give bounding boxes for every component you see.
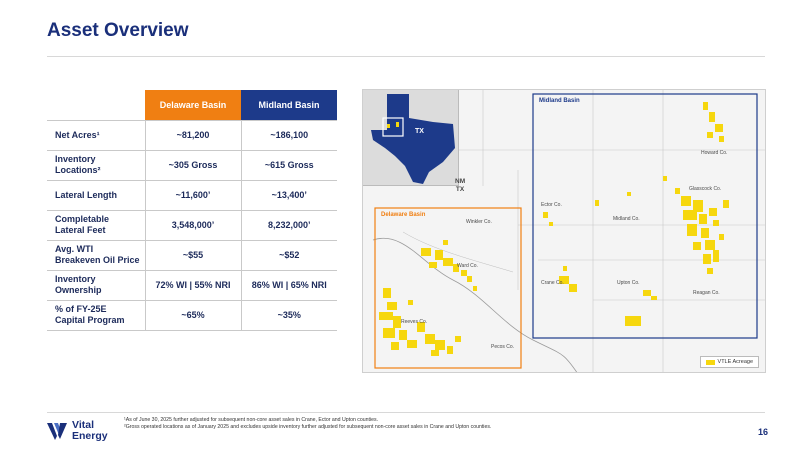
delaware-value: ~$55	[144, 240, 242, 271]
county-midland: Midland Co.	[613, 216, 640, 222]
delaware-basin-label: Delaware Basin	[381, 212, 426, 218]
tx-label: TX	[455, 186, 465, 193]
county-upton: Upton Co.	[617, 280, 640, 286]
county-reeves: Reeves Co.	[401, 319, 428, 325]
midland-value: 86% WI | 65% NRI	[241, 270, 337, 301]
footnotes: ¹As of June 30, 2025 further adjusted fo…	[124, 417, 724, 431]
texas-shape	[371, 94, 455, 184]
delaware-value: ~305 Gross	[144, 150, 242, 181]
county-pecos: Pecos Co.	[491, 344, 515, 350]
delaware-value: 72% WI | 55% NRI	[144, 270, 242, 301]
midland-value: ~13,400’	[241, 180, 337, 211]
table-header-row: Delaware Basin Midland Basin	[47, 90, 337, 121]
logo-wordmark: Vital Energy	[72, 419, 108, 442]
midland-value: ~615 Gross	[241, 150, 337, 181]
inset-tx-label: TX	[415, 128, 424, 135]
county-reagan: Reagan Co.	[693, 290, 720, 296]
table-row: Inventory Locations² ~305 Gross ~615 Gros…	[47, 150, 337, 181]
delaware-value: ~11,600’	[144, 180, 242, 211]
delaware-value: ~81,200	[144, 120, 242, 151]
vital-energy-logo-icon	[47, 423, 67, 440]
table-row: Net Acres¹ ~81,200 ~186,100	[47, 120, 337, 151]
delaware-value: 3,548,000’	[144, 210, 242, 241]
table-row: % of FY-25E Capital Program ~65% ~35%	[47, 300, 337, 331]
midland-value: ~186,100	[241, 120, 337, 151]
row-label: Inventory Ownership	[47, 270, 145, 301]
row-label: Lateral Length	[47, 180, 145, 211]
county-winkler: Winkler Co.	[466, 219, 492, 225]
midland-value: ~35%	[241, 300, 337, 331]
table-row: Lateral Length ~11,600’ ~13,400’	[47, 180, 337, 211]
row-label: Net Acres¹	[47, 120, 145, 151]
footer-divider	[47, 412, 765, 413]
legend-label: VTLE Acreage	[717, 359, 753, 365]
table-row: Inventory Ownership 72% WI | 55% NRI 86% …	[47, 270, 337, 301]
map-legend: VTLE Acreage	[699, 356, 759, 368]
row-label: Avg. WTI Breakeven Oil Price	[47, 240, 145, 271]
footnote-1: ¹As of June 30, 2025 further adjusted fo…	[124, 417, 379, 423]
header-blank	[47, 90, 145, 121]
row-label: Completable Lateral Feet	[47, 210, 145, 241]
delaware-value: ~65%	[144, 300, 242, 331]
table-row: Avg. WTI Breakeven Oil Price ~$55 ~$52	[47, 240, 337, 271]
footnote-2: ²Gross operated locations as of January …	[124, 424, 492, 430]
asset-table: Delaware Basin Midland Basin Net Acres¹ …	[47, 90, 337, 331]
row-label: % of FY-25E Capital Program	[47, 300, 145, 331]
midland-basin-label: Midland Basin	[539, 98, 580, 104]
texas-inset-map: TX	[363, 90, 459, 186]
county-ector: Ector Co.	[541, 202, 562, 208]
table-row: Completable Lateral Feet 3,548,000’ 8,232…	[47, 210, 337, 241]
county-crane: Crane Co.	[541, 280, 564, 286]
midland-value: 8,232,000’	[241, 210, 337, 241]
page-number: 16	[758, 427, 769, 437]
county-ward: Ward Co.	[457, 263, 478, 269]
midland-value: ~$52	[241, 240, 337, 271]
acreage-map: TX Midland Basin Delaware Basin NM TX Wi…	[362, 89, 766, 373]
state-border-label: NM TX	[455, 178, 465, 194]
company-logo: Vital Energy	[46, 420, 108, 442]
page-title: Asset Overview	[47, 20, 189, 41]
nm-label: NM	[455, 178, 466, 185]
map-canvas	[372, 90, 765, 372]
county-howard: Howard Co.	[701, 150, 728, 156]
title-divider	[47, 56, 765, 57]
header-delaware: Delaware Basin	[145, 90, 241, 121]
header-midland: Midland Basin	[241, 90, 337, 121]
county-glasscock: Glasscock Co.	[689, 186, 722, 192]
acreage-swatch	[705, 359, 715, 365]
row-label: Inventory Locations²	[47, 150, 145, 181]
